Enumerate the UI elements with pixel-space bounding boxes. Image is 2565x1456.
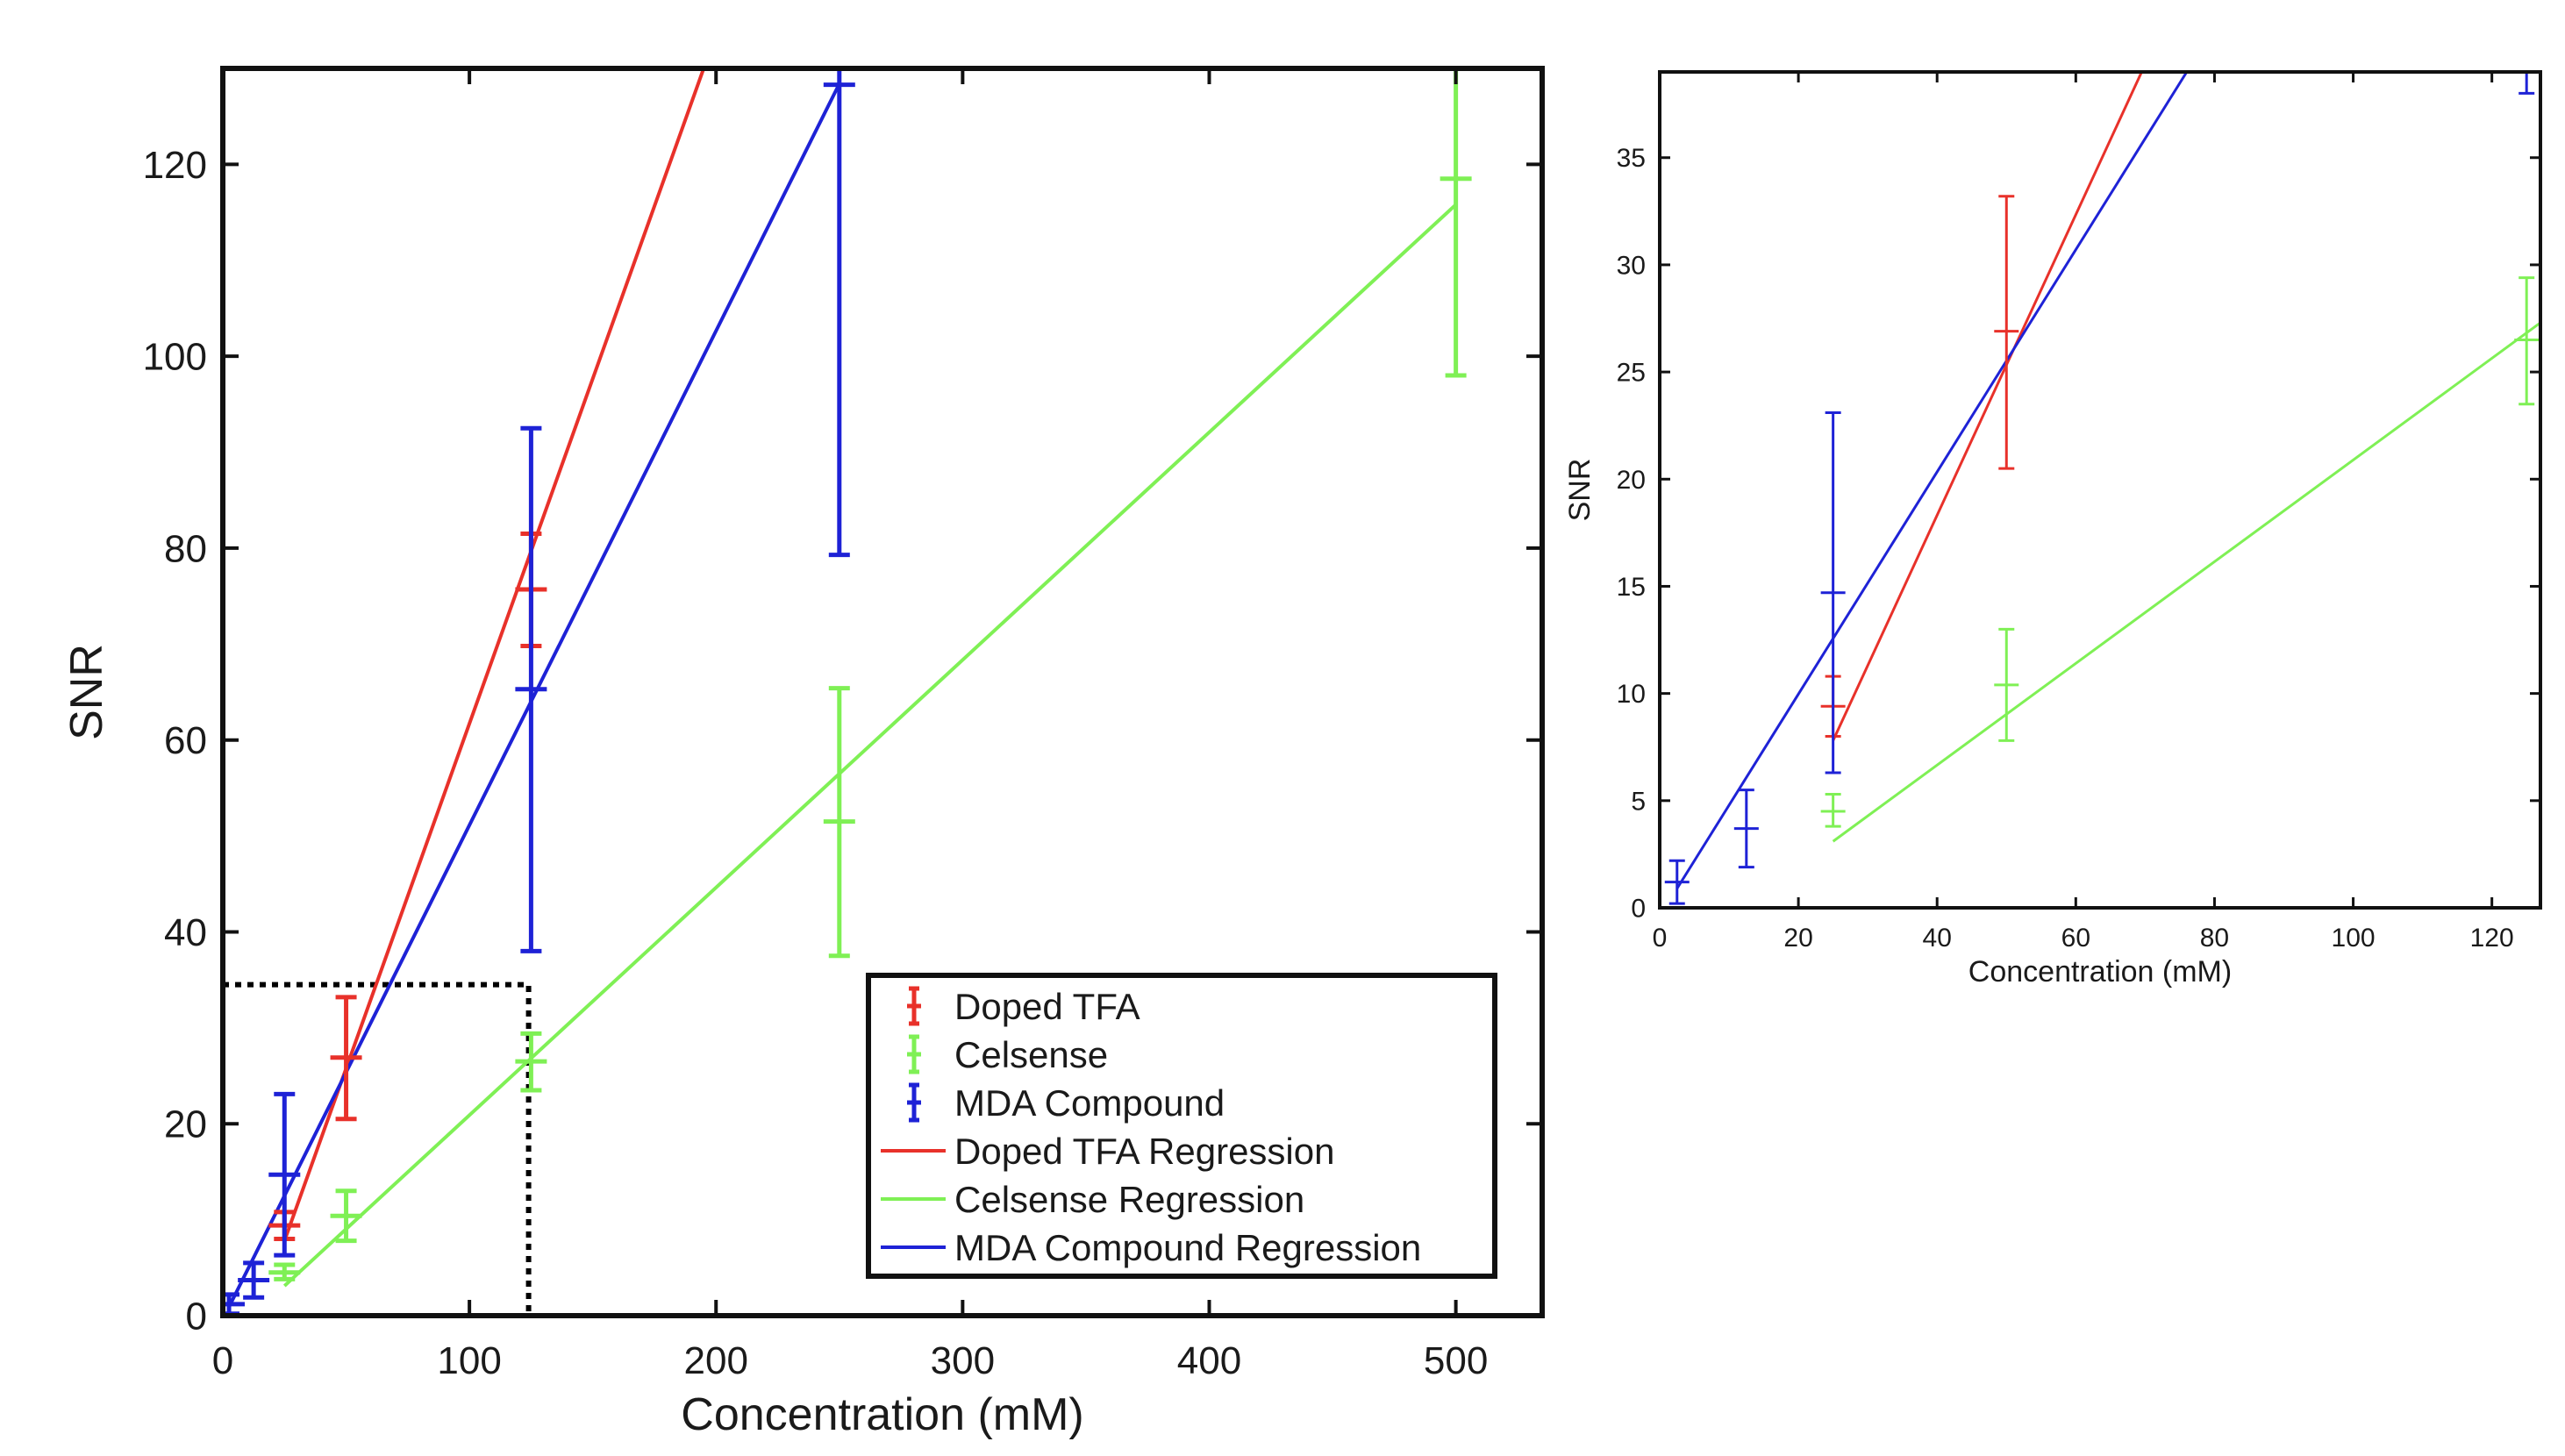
- legend-label-mda-compound: MDA Compound: [954, 1082, 1225, 1124]
- data-point-mda-compound-4: [823, 68, 855, 558]
- data-point-mda-compound-1: [238, 1260, 270, 1300]
- data-point-mda-compound-3: [515, 425, 547, 953]
- y-tick-label: 15: [1617, 573, 1646, 602]
- plot-area: [223, 68, 1472, 1316]
- x-tick-label: 100: [437, 1339, 501, 1382]
- legend-label-celsense: Celsense: [954, 1034, 1108, 1075]
- data-point-celsense-1: [1994, 627, 2019, 742]
- data-point-doped-tfa-1: [1994, 195, 2019, 470]
- data-point-mda-compound-0: [1664, 859, 1690, 905]
- y-tick-label: 35: [1617, 144, 1646, 173]
- y-tick-label: 20: [164, 1103, 207, 1146]
- x-axis-label: Concentration (mM): [681, 1389, 1083, 1440]
- x-tick-label: 100: [2332, 924, 2376, 953]
- data-point-doped-tfa-1: [330, 995, 362, 1122]
- zoom-region-box: [223, 981, 532, 1316]
- regression-line-celsense-regression: [282, 203, 1457, 1288]
- data-point-mda-compound-0: [223, 1292, 246, 1316]
- data-point-mda-compound-2: [1820, 411, 1846, 774]
- y-tick-label: 25: [1617, 359, 1646, 388]
- y-tick-label: 100: [143, 336, 207, 379]
- x-tick-label: 60: [2061, 924, 2090, 953]
- x-tick-label: 40: [1923, 924, 1952, 953]
- chart-panel-inset: 0 20 40 60 80 100 120 0 5 10 15 20 25 30 35 Concentrati…: [1563, 70, 2542, 989]
- y-tick-label: 5: [1631, 787, 1646, 816]
- y-tick-label: 120: [143, 144, 207, 187]
- y-tick-label: 80: [164, 527, 207, 570]
- x-tick-label: 300: [931, 1339, 995, 1382]
- legend-label-mda-compound-regression: MDA Compound Regression: [954, 1227, 1421, 1268]
- data-point-celsense-4: [1440, 68, 1472, 378]
- y-axis-label: SNR: [1563, 459, 1597, 522]
- y-axis-label: SNR: [61, 644, 112, 740]
- y-tick-label: 60: [164, 719, 207, 762]
- y-tick-label: 10: [1617, 680, 1646, 709]
- y-tick-label: 20: [1617, 466, 1646, 495]
- legend: Doped TFA Celsense MDA Compound Doped TFA R…: [866, 973, 1497, 1279]
- x-axis-label: Concentration (mM): [1968, 955, 2232, 989]
- x-tick-label: 0: [212, 1339, 233, 1382]
- chart-panel-main: 0 100 200 300 400 500 0 20 40 60 80 100 120 Concentra…: [61, 66, 1545, 1440]
- data-point-celsense-2: [515, 1031, 547, 1093]
- data-point-celsense-0: [1820, 792, 1846, 828]
- y-tick-label: 30: [1617, 251, 1646, 280]
- legend-label-doped-tfa: Doped TFA: [954, 986, 1140, 1027]
- legend-frame: [866, 973, 1497, 1279]
- legend-label-celsense-regression: Celsense Regression: [954, 1179, 1304, 1220]
- data-point-mda-compound-1: [1733, 789, 1759, 869]
- data-point-mda-compound-2: [268, 1091, 301, 1258]
- x-tick-label: 500: [1424, 1339, 1488, 1382]
- axes-frame: [220, 66, 1545, 1318]
- regression-line-doped-tfa-regression: [282, 68, 706, 1242]
- x-tick-label: 80: [2200, 924, 2229, 953]
- x-tick-label: 20: [1783, 924, 1812, 953]
- regression-line-mda-compound-regression: [227, 82, 841, 1309]
- regression-line-doped-tfa-regression: [1832, 72, 2143, 742]
- x-tick-label: 0: [1653, 924, 1668, 953]
- data-point-celsense-1: [330, 1188, 362, 1244]
- axes-frame: [1658, 70, 2542, 910]
- legend-symbol-celsense: [907, 1034, 921, 1074]
- x-tick-label: 120: [2470, 924, 2514, 953]
- y-tick-label: 40: [164, 911, 207, 954]
- x-tick-label: 400: [1177, 1339, 1241, 1382]
- data-point-celsense-3: [823, 686, 855, 959]
- y-tick-label: 0: [1631, 895, 1646, 924]
- regression-line-celsense-regression: [1832, 321, 2540, 843]
- legend-label-doped-tfa-regression: Doped TFA Regression: [954, 1131, 1334, 1172]
- regression-line-mda-compound-regression: [1675, 72, 2189, 889]
- y-tick-label: 0: [186, 1295, 207, 1338]
- legend-symbol-doped-tfa: [907, 986, 921, 1026]
- plot-area: [1664, 72, 2540, 905]
- data-point-celsense-0: [268, 1262, 301, 1281]
- x-tick-label: 200: [684, 1339, 748, 1382]
- legend-symbol-mda-compound: [907, 1082, 921, 1123]
- data-point-celsense-2: [2514, 276, 2540, 406]
